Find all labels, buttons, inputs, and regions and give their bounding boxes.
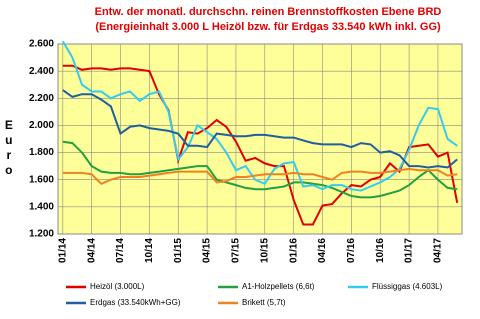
x-tick-label: 10/15 [259,238,270,263]
x-tick-label: 01/14 [57,238,68,263]
x-tick-label: 01/15 [173,238,184,263]
y-tick-label: 1.800 [29,147,54,158]
chart-subtitle: (Energieinhalt 3.000 L Heizöl bzw. für E… [95,21,441,33]
legend-label: Brikett (5,7t) [242,298,286,307]
y-tick-label: 2.000 [29,120,54,131]
x-tick-label: 10/16 [375,238,386,263]
y-tick-label: 1.600 [29,174,54,185]
y-tick-label: 2.400 [29,66,54,77]
x-tick-label: 07/15 [231,238,242,263]
x-tick-label: 04/14 [86,238,97,263]
y-tick-label: 2.200 [29,93,54,104]
series-line [62,167,458,185]
chart-title: Entw. der monatl. durchschn. reinen Bren… [95,6,442,18]
legend-label: A1-Holzpellets (6,6t) [242,282,315,291]
legend-label: Heizöl (3.000L) [90,282,145,291]
x-tick-label: 01/17 [404,238,415,263]
series-line [62,89,458,169]
x-tick-label: 04/17 [433,238,444,263]
legend-label: Flüssiggas (4.603L) [372,282,443,291]
x-tick-label: 07/14 [115,238,126,263]
series-line [61,40,458,192]
y-tick-label: 2.600 [29,39,54,50]
plot-area [57,43,463,235]
series-line [62,140,458,199]
x-tick-label: 04/15 [202,238,213,263]
x-tick-label: 04/16 [317,238,328,263]
legend-label: Erdgas (33.540kWh+GG) [90,298,181,307]
x-tick-label: 01/16 [288,238,299,263]
series-line [62,64,459,226]
y-tick-label: 1.200 [29,229,54,240]
y-tick-label: 1.400 [29,201,54,212]
x-tick-label: 07/16 [346,238,357,263]
y-axis-label: Euro [2,118,16,178]
x-tick-label: 10/14 [144,238,155,263]
